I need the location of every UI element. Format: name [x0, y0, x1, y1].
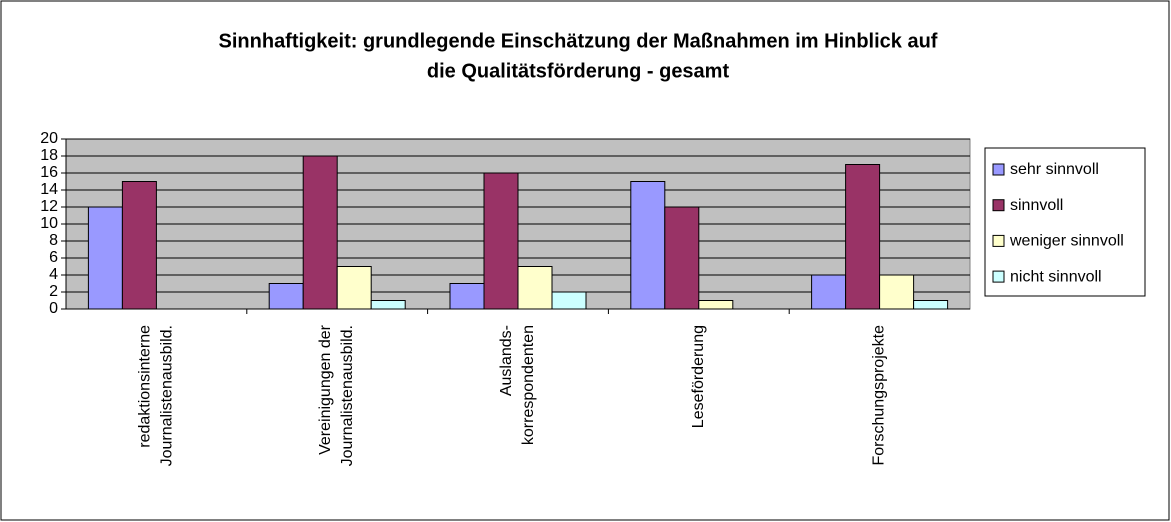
y-tick-label: 4	[49, 266, 58, 283]
y-tick-label: 16	[40, 164, 58, 181]
y-tick-label: 18	[40, 147, 58, 164]
legend-swatch	[992, 270, 1005, 283]
legend-box	[984, 147, 1146, 297]
x-tick-label-line: korrespondenten	[520, 325, 537, 445]
bar	[268, 283, 304, 310]
legend-label: sehr sinnvoll	[1010, 161, 1099, 178]
legend-swatch	[992, 163, 1005, 176]
bar	[483, 172, 519, 310]
x-tick-label: Auslands-korrespondenten	[498, 325, 537, 445]
bar	[449, 283, 485, 310]
legend-swatch	[992, 234, 1005, 247]
bar	[630, 181, 666, 310]
x-tick-label-line: Journalistenausbild.	[159, 325, 176, 466]
chart-title: die Qualitätsförderung - gesamt	[427, 60, 730, 82]
x-tick-label: redaktionsinterne Journalistenausbild.	[137, 325, 176, 467]
bar	[370, 300, 406, 310]
legend-label: weniger sinnvoll	[1009, 233, 1124, 250]
x-tick-label: Forschungsprojekte	[871, 325, 888, 466]
legend-label: sinnvoll	[1010, 197, 1063, 214]
legend-label: nicht sinnvoll	[1010, 268, 1102, 285]
y-tick-label: 10	[40, 215, 58, 232]
bar	[517, 266, 553, 310]
x-tick-label-line: Forschungsprojekte	[871, 325, 888, 466]
x-tick-label-line: Vereinigungen der	[317, 324, 334, 455]
y-tick-label: 8	[49, 232, 58, 249]
y-tick-label: 0	[49, 300, 58, 317]
y-tick-label: 2	[49, 283, 58, 300]
bar	[551, 291, 587, 310]
x-tick-label-line: Auslands-	[498, 325, 515, 396]
bar	[698, 300, 734, 310]
legend-swatch	[992, 199, 1005, 212]
bar	[336, 266, 372, 310]
y-tick-label: 20	[40, 130, 58, 147]
bar	[302, 155, 338, 310]
x-tick-label-line: redaktionsinterne	[137, 325, 154, 448]
bar	[811, 274, 847, 310]
x-tick-label: Vereinigungen der Journalistenausbild.	[317, 324, 356, 466]
chart-title: Sinnhaftigkeit: grundlegende Einschätzun…	[219, 30, 938, 52]
y-tick-label: 6	[49, 249, 58, 266]
bar	[913, 300, 949, 310]
y-tick-label: 14	[40, 181, 58, 198]
bar	[121, 181, 157, 310]
x-tick-label-line: Leseförderung	[690, 325, 707, 428]
bar	[879, 274, 915, 310]
y-tick-label: 12	[40, 198, 58, 215]
bar	[87, 206, 123, 310]
bar	[845, 164, 881, 310]
bar	[664, 206, 700, 310]
x-tick-label-line: Journalistenausbild.	[339, 325, 356, 466]
x-tick-label: Leseförderung	[690, 325, 707, 428]
